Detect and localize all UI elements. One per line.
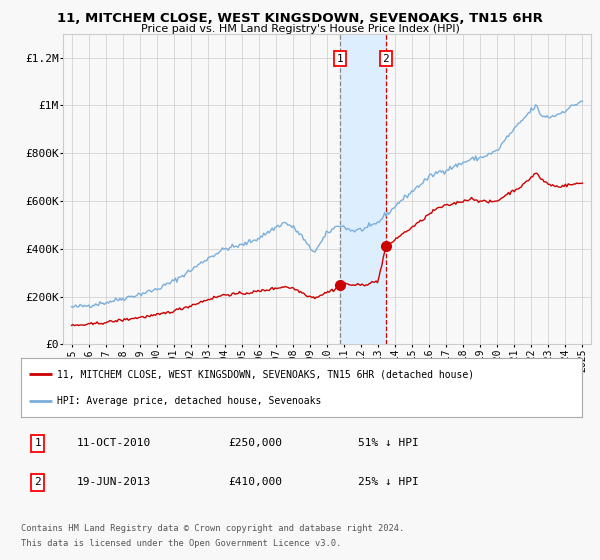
Text: £250,000: £250,000: [229, 438, 283, 449]
Text: This data is licensed under the Open Government Licence v3.0.: This data is licensed under the Open Gov…: [21, 539, 341, 548]
Text: 11-OCT-2010: 11-OCT-2010: [77, 438, 151, 449]
Text: 19-JUN-2013: 19-JUN-2013: [77, 478, 151, 487]
Text: 11, MITCHEM CLOSE, WEST KINGSDOWN, SEVENOAKS, TN15 6HR: 11, MITCHEM CLOSE, WEST KINGSDOWN, SEVEN…: [57, 12, 543, 25]
Text: 2: 2: [383, 54, 389, 64]
Text: 1: 1: [34, 438, 41, 449]
Text: 1: 1: [337, 54, 344, 64]
Text: 2: 2: [34, 478, 41, 487]
Text: 25% ↓ HPI: 25% ↓ HPI: [358, 478, 418, 487]
Text: 51% ↓ HPI: 51% ↓ HPI: [358, 438, 418, 449]
Text: 11, MITCHEM CLOSE, WEST KINGSDOWN, SEVENOAKS, TN15 6HR (detached house): 11, MITCHEM CLOSE, WEST KINGSDOWN, SEVEN…: [58, 369, 475, 379]
Bar: [340, 34, 386, 344]
Text: HPI: Average price, detached house, Sevenoaks: HPI: Average price, detached house, Seve…: [58, 396, 322, 407]
Text: Price paid vs. HM Land Registry's House Price Index (HPI): Price paid vs. HM Land Registry's House …: [140, 24, 460, 34]
Text: Contains HM Land Registry data © Crown copyright and database right 2024.: Contains HM Land Registry data © Crown c…: [21, 524, 404, 533]
Text: £410,000: £410,000: [229, 478, 283, 487]
